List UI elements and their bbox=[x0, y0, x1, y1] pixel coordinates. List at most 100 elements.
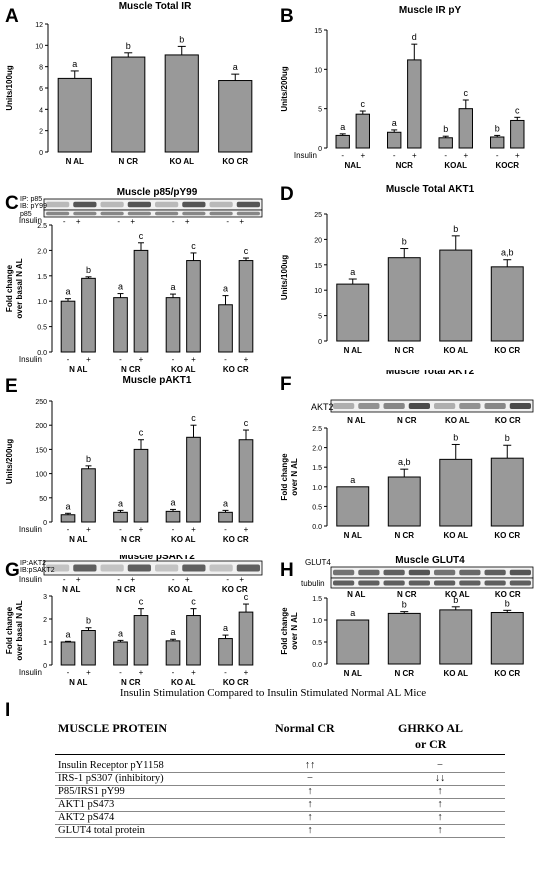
bar bbox=[218, 511, 233, 523]
blot-sign: + bbox=[76, 575, 81, 584]
bar bbox=[238, 611, 254, 666]
table-cell-normal-cr: ↑↑ bbox=[304, 760, 316, 771]
insulin-sign: + bbox=[139, 668, 144, 677]
blot-c-py99-band bbox=[100, 201, 124, 208]
blot-f-akt2-band bbox=[333, 403, 355, 409]
significance-letter: c bbox=[464, 88, 469, 98]
blot-group-label: N AL bbox=[62, 585, 80, 594]
y-axis-label: Units/100ug bbox=[280, 255, 289, 300]
bar bbox=[510, 119, 525, 149]
blot-sign: - bbox=[63, 575, 66, 584]
blot-h-glut4-band bbox=[333, 569, 355, 576]
x-tick-label: KO AL bbox=[169, 157, 194, 166]
table-cell-normal-cr: ↑ bbox=[307, 825, 313, 836]
insulin-sign: + bbox=[191, 525, 196, 534]
bar bbox=[60, 514, 76, 523]
table-cell-protein: P85/IRS1 pY99 bbox=[58, 786, 125, 797]
x-tick-label: N AL bbox=[69, 535, 87, 544]
blot-c-py99-band bbox=[155, 201, 179, 208]
blot-h-glut4-band bbox=[383, 569, 405, 576]
bar bbox=[218, 304, 233, 353]
blot-h-glut4-band bbox=[408, 569, 430, 576]
bar bbox=[336, 283, 370, 342]
chart-h: Muscle GLUT4 0.0 0.5 1.0 1.5 Fold change over … bbox=[280, 555, 534, 678]
y-tick-label: 1.0 bbox=[37, 299, 47, 306]
header-normal-cr: Normal CR bbox=[275, 721, 335, 735]
y-tick-label: 100 bbox=[35, 472, 47, 479]
y-tick-label: 2 bbox=[39, 129, 43, 136]
insulin-sign: - bbox=[67, 525, 70, 534]
significance-letter: d bbox=[412, 32, 417, 42]
x-tick-label: KO CR bbox=[494, 531, 520, 540]
bar bbox=[111, 56, 146, 153]
x-tick-label: KO CR bbox=[494, 346, 520, 355]
bar bbox=[81, 468, 96, 523]
blot-sign: + bbox=[130, 217, 135, 226]
y-axis-label: over basal N AL bbox=[15, 600, 24, 660]
blot-h-glut4-band bbox=[459, 569, 481, 576]
significance-letter: a bbox=[171, 497, 176, 507]
y-tick-label: 0 bbox=[318, 146, 322, 153]
significance-letter: b bbox=[453, 595, 458, 605]
y-tick-label: 250 bbox=[35, 399, 47, 406]
y-tick-label: 0 bbox=[43, 663, 47, 670]
y-tick-label: 150 bbox=[35, 447, 47, 454]
blot-c-p85-band bbox=[127, 211, 151, 216]
blot-group-label: N CR bbox=[116, 585, 136, 594]
blot-sign: - bbox=[172, 575, 175, 584]
y-axis-label: over N AL bbox=[290, 458, 299, 496]
y-tick-label: 4 bbox=[39, 107, 43, 114]
blot-group-label: N CR bbox=[397, 416, 417, 425]
blot-h-glut4-band bbox=[509, 569, 531, 576]
y-tick-label: 10 bbox=[314, 67, 322, 74]
blot-sign: - bbox=[226, 217, 229, 226]
blot-h-tubulin-band bbox=[484, 580, 506, 586]
blot-h-glut4-band bbox=[434, 569, 456, 576]
x-tick-label: N CR bbox=[394, 531, 414, 540]
significance-letter: c bbox=[139, 597, 144, 607]
x-tick-label: N CR bbox=[121, 678, 141, 685]
panel-letter-d: D bbox=[280, 184, 294, 205]
blot-group-label: KO CR bbox=[495, 416, 521, 425]
blot-g-psakt2-band bbox=[46, 564, 70, 572]
insulin-sign: - bbox=[393, 151, 396, 160]
panel-letter-f: F bbox=[280, 374, 292, 395]
blot-g-psakt2-band bbox=[100, 564, 124, 572]
significance-letter: b bbox=[402, 237, 407, 247]
table-cell-normal-cr: ↑ bbox=[307, 786, 313, 797]
blot-sign: - bbox=[63, 217, 66, 226]
blot-c-py99-band bbox=[46, 201, 70, 208]
blot-h-tubulin-band bbox=[383, 580, 405, 586]
table-caption: Insulin Stimulation Compared to Insulin … bbox=[119, 687, 427, 699]
x-tick-label: N AL bbox=[344, 531, 362, 540]
y-tick-label: 2.5 bbox=[37, 223, 47, 230]
table-cell-normal-cr: ↑ bbox=[307, 812, 313, 823]
bar bbox=[60, 641, 76, 666]
insulin-sign: - bbox=[172, 668, 175, 677]
bar bbox=[439, 249, 473, 342]
blot-h-tubulin-band bbox=[509, 580, 531, 586]
blot-group-label: N CR bbox=[397, 590, 417, 599]
bar bbox=[165, 297, 181, 353]
y-tick-label: 0.0 bbox=[312, 662, 322, 669]
significance-letter: a bbox=[118, 282, 123, 292]
blot-insulin-label: Insulin bbox=[19, 575, 42, 584]
insulin-sign: + bbox=[412, 151, 417, 160]
blot-h-tubulin-band bbox=[434, 580, 456, 586]
significance-letter: b bbox=[86, 616, 91, 626]
blot-f-akt2-band bbox=[383, 403, 405, 409]
y-tick-label: 8 bbox=[39, 65, 43, 72]
insulin-sign: + bbox=[244, 525, 249, 534]
blot-group-label: N AL bbox=[347, 416, 365, 425]
blot-group-label: N AL bbox=[347, 590, 365, 599]
x-tick-label: N CR bbox=[394, 669, 414, 678]
significance-letter: b bbox=[505, 598, 510, 608]
y-tick-label: 10 bbox=[35, 43, 43, 50]
y-tick-label: 0.5 bbox=[312, 504, 322, 511]
significance-letter: a bbox=[72, 59, 77, 69]
x-tick-label: KO AL bbox=[171, 678, 196, 685]
chart-a: Muscle Total IR 0 2 4 6 8 10 12 Units/100ug a N AL… bbox=[5, 1, 253, 166]
blot-c-py99-band bbox=[209, 201, 233, 208]
insulin-sign: + bbox=[360, 151, 365, 160]
y-tick-label: 2.5 bbox=[312, 426, 322, 433]
